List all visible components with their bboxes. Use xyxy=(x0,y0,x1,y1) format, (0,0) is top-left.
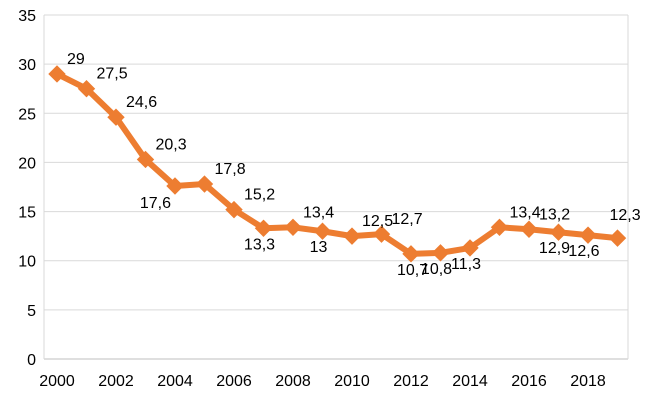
data-label: 29 xyxy=(67,51,85,68)
y-tick-label: 25 xyxy=(18,106,36,123)
series-markers xyxy=(48,65,627,263)
x-tick-label: 2014 xyxy=(452,373,488,390)
y-tick-label: 0 xyxy=(27,352,36,369)
data-label: 10,8 xyxy=(421,261,452,278)
data-label: 27,5 xyxy=(97,66,128,83)
y-tick-label: 30 xyxy=(18,57,36,74)
data-label: 13 xyxy=(310,239,328,256)
x-tick-label: 2016 xyxy=(511,373,547,390)
data-point xyxy=(402,245,420,263)
y-axis-tick-labels: 0 5 10 15 20 25 30 35 xyxy=(18,8,36,369)
data-label: 13,4 xyxy=(510,204,541,221)
x-axis-tick-labels: 2000 2002 2004 2006 2008 2010 2012 2014 2016 2018 xyxy=(39,373,606,390)
data-labels: 29 27,5 24,6 20,3 17,6 17,8 15,2 13,3 13,4 13 12,5… xyxy=(67,51,641,279)
data-point xyxy=(77,80,96,98)
data-point xyxy=(195,175,214,193)
data-point xyxy=(284,218,302,237)
y-tick-label: 15 xyxy=(18,205,36,222)
data-label: 24,6 xyxy=(126,94,157,111)
x-tick-label: 2008 xyxy=(275,373,311,390)
data-point xyxy=(608,229,627,247)
data-label: 17,6 xyxy=(140,195,171,212)
y-tick-label: 20 xyxy=(18,155,36,172)
data-point xyxy=(107,108,125,126)
data-point xyxy=(48,65,66,83)
data-point xyxy=(136,150,155,169)
data-point xyxy=(225,200,243,219)
y-tick-label: 5 xyxy=(27,303,36,320)
data-point xyxy=(461,239,479,257)
data-point xyxy=(431,244,450,262)
data-point xyxy=(166,177,184,195)
x-tick-label: 2000 xyxy=(39,373,75,390)
data-point xyxy=(579,226,597,244)
data-label: 12,6 xyxy=(568,243,599,260)
y-tick-label: 35 xyxy=(18,8,36,25)
data-label: 12,7 xyxy=(392,211,423,228)
data-label: 12,5 xyxy=(362,213,393,230)
data-point xyxy=(372,225,391,243)
data-point xyxy=(313,222,332,240)
data-label: 15,2 xyxy=(244,187,275,204)
x-tick-label: 2006 xyxy=(216,373,252,390)
data-label: 10,7 xyxy=(397,262,428,279)
x-tick-label: 2002 xyxy=(98,373,134,390)
data-label: 20,3 xyxy=(156,136,187,153)
data-label: 13,2 xyxy=(539,206,570,223)
data-label: 13,3 xyxy=(244,236,275,253)
axes xyxy=(43,14,629,360)
data-label: 12,9 xyxy=(539,240,570,257)
x-tick-label: 2010 xyxy=(334,373,370,390)
gridlines xyxy=(44,14,628,311)
data-point xyxy=(549,223,568,241)
data-point xyxy=(343,227,361,245)
x-tick-label: 2012 xyxy=(393,373,429,390)
data-point xyxy=(254,219,273,237)
data-point xyxy=(520,220,538,238)
x-tick-label: 2018 xyxy=(570,373,606,390)
data-label: 13,4 xyxy=(303,204,334,221)
y-tick-label: 10 xyxy=(18,254,36,271)
data-point xyxy=(490,218,509,237)
data-label: 17,8 xyxy=(215,161,246,178)
data-label: 12,3 xyxy=(610,207,641,224)
data-label: 11,3 xyxy=(451,256,481,273)
x-tick-label: 2004 xyxy=(157,373,193,390)
